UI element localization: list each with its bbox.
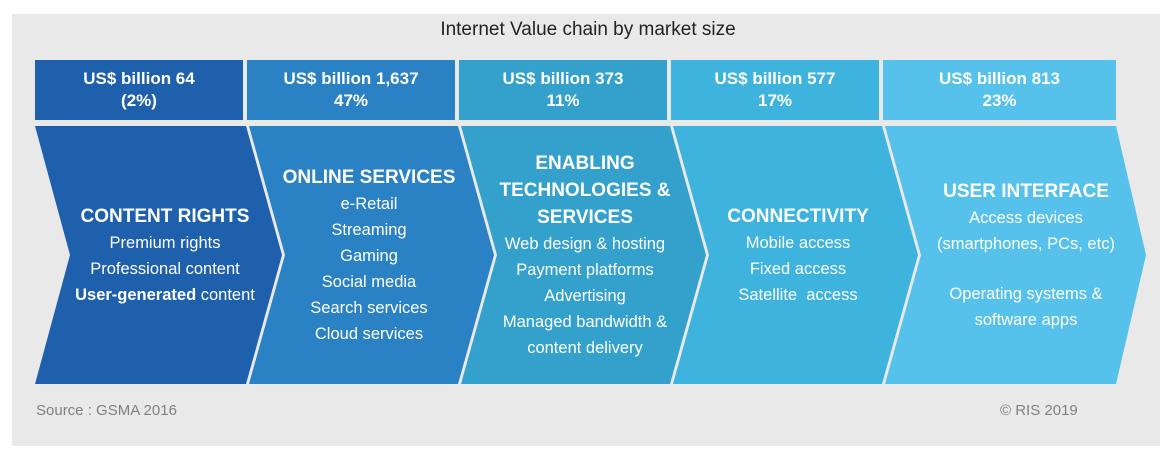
segment-item: (smartphones, PCs, etc) <box>937 234 1115 253</box>
segment-user-interface: USER INTERFACE Access devices (smartphon… <box>914 126 1138 384</box>
header-value: US$ billion 64 <box>83 69 195 88</box>
segment-item: Managed bandwidth & <box>502 312 668 331</box>
header-value: US$ billion 373 <box>502 69 624 88</box>
header-content-rights: US$ billion 64 (2%) <box>35 60 243 120</box>
segment-item: Satellite access <box>738 285 858 304</box>
segment-item: Streaming <box>331 220 407 239</box>
segment-content-rights: CONTENT RIGHTS Premium rights Profession… <box>62 126 268 384</box>
segment-heading: USER INTERFACE <box>943 180 1109 202</box>
segment-item: Web design & hosting <box>504 234 666 253</box>
segment-item: Access devices <box>969 208 1083 227</box>
segment-item: Premium rights <box>109 233 221 252</box>
segment-item: content delivery <box>527 338 643 357</box>
segment-item: Gaming <box>340 246 398 265</box>
segment-heading: TECHNOLOGIES & <box>499 179 671 201</box>
segment-item: Payment platforms <box>516 260 654 279</box>
copyright-note: © RIS 2019 <box>1000 402 1078 419</box>
segment-item: Fixed access <box>749 259 847 278</box>
segment-item: Mobile access <box>745 233 851 252</box>
segment-heading: CONNECTIVITY <box>727 205 869 227</box>
chevron-content-rights <box>35 126 282 384</box>
source-note: Source : GSMA 2016 <box>36 402 177 419</box>
segment-online-services: ONLINE SERVICES e-Retail Streaming Gamin… <box>262 126 476 384</box>
segment-spacer <box>914 257 1138 281</box>
segment-item: Cloud services <box>314 324 424 343</box>
header-value: US$ billion 813 <box>939 69 1060 88</box>
header-share: 11% <box>546 91 580 110</box>
chevron-enabling-technologies <box>461 126 706 384</box>
segment-item: Search services <box>310 298 428 317</box>
header-share: 23% <box>982 91 1017 110</box>
segment-item: e-Retail <box>340 194 398 213</box>
segment-item: Operating systems & <box>949 284 1103 303</box>
chevron-connectivity <box>673 126 918 384</box>
header-user-interface: US$ billion 813 23% <box>883 60 1116 120</box>
header-share: 47% <box>333 91 369 110</box>
highlight-bold-text: User-generated <box>75 285 197 304</box>
header-value: US$ billion 1,637 <box>283 69 419 88</box>
diagram-title: Internet Value chain by market size <box>440 19 736 40</box>
segment-item: Professional content <box>90 259 240 278</box>
highlight-rest-text: content <box>196 285 255 304</box>
chevron-user-interface <box>885 126 1146 384</box>
segment-heading: ONLINE SERVICES <box>282 166 456 188</box>
segment-heading: ENABLING <box>535 152 635 174</box>
header-enabling-technologies: US$ billion 373 11% <box>459 60 667 120</box>
header-share: 17% <box>757 91 793 110</box>
segment-item: Advertising <box>544 286 626 305</box>
header-online-services: US$ billion 1,637 47% <box>247 60 455 120</box>
segment-item: software apps <box>974 310 1078 329</box>
header-value: US$ billion 577 <box>714 69 836 88</box>
chevron-online-services <box>249 126 494 384</box>
header-share: (2%) <box>121 91 157 110</box>
segment-item: Social media <box>321 272 417 291</box>
segment-item-highlight: User-generated content <box>62 282 268 308</box>
header-connectivity: US$ billion 577 17% <box>671 60 879 120</box>
segment-heading: CONTENT RIGHTS <box>80 205 250 227</box>
segment-connectivity: CONNECTIVITY Mobile access Fixed access … <box>692 126 904 384</box>
segment-heading: SERVICES <box>537 206 633 228</box>
segment-enabling-technologies: ENABLING TECHNOLOGIES & SERVICES Web des… <box>478 126 692 384</box>
